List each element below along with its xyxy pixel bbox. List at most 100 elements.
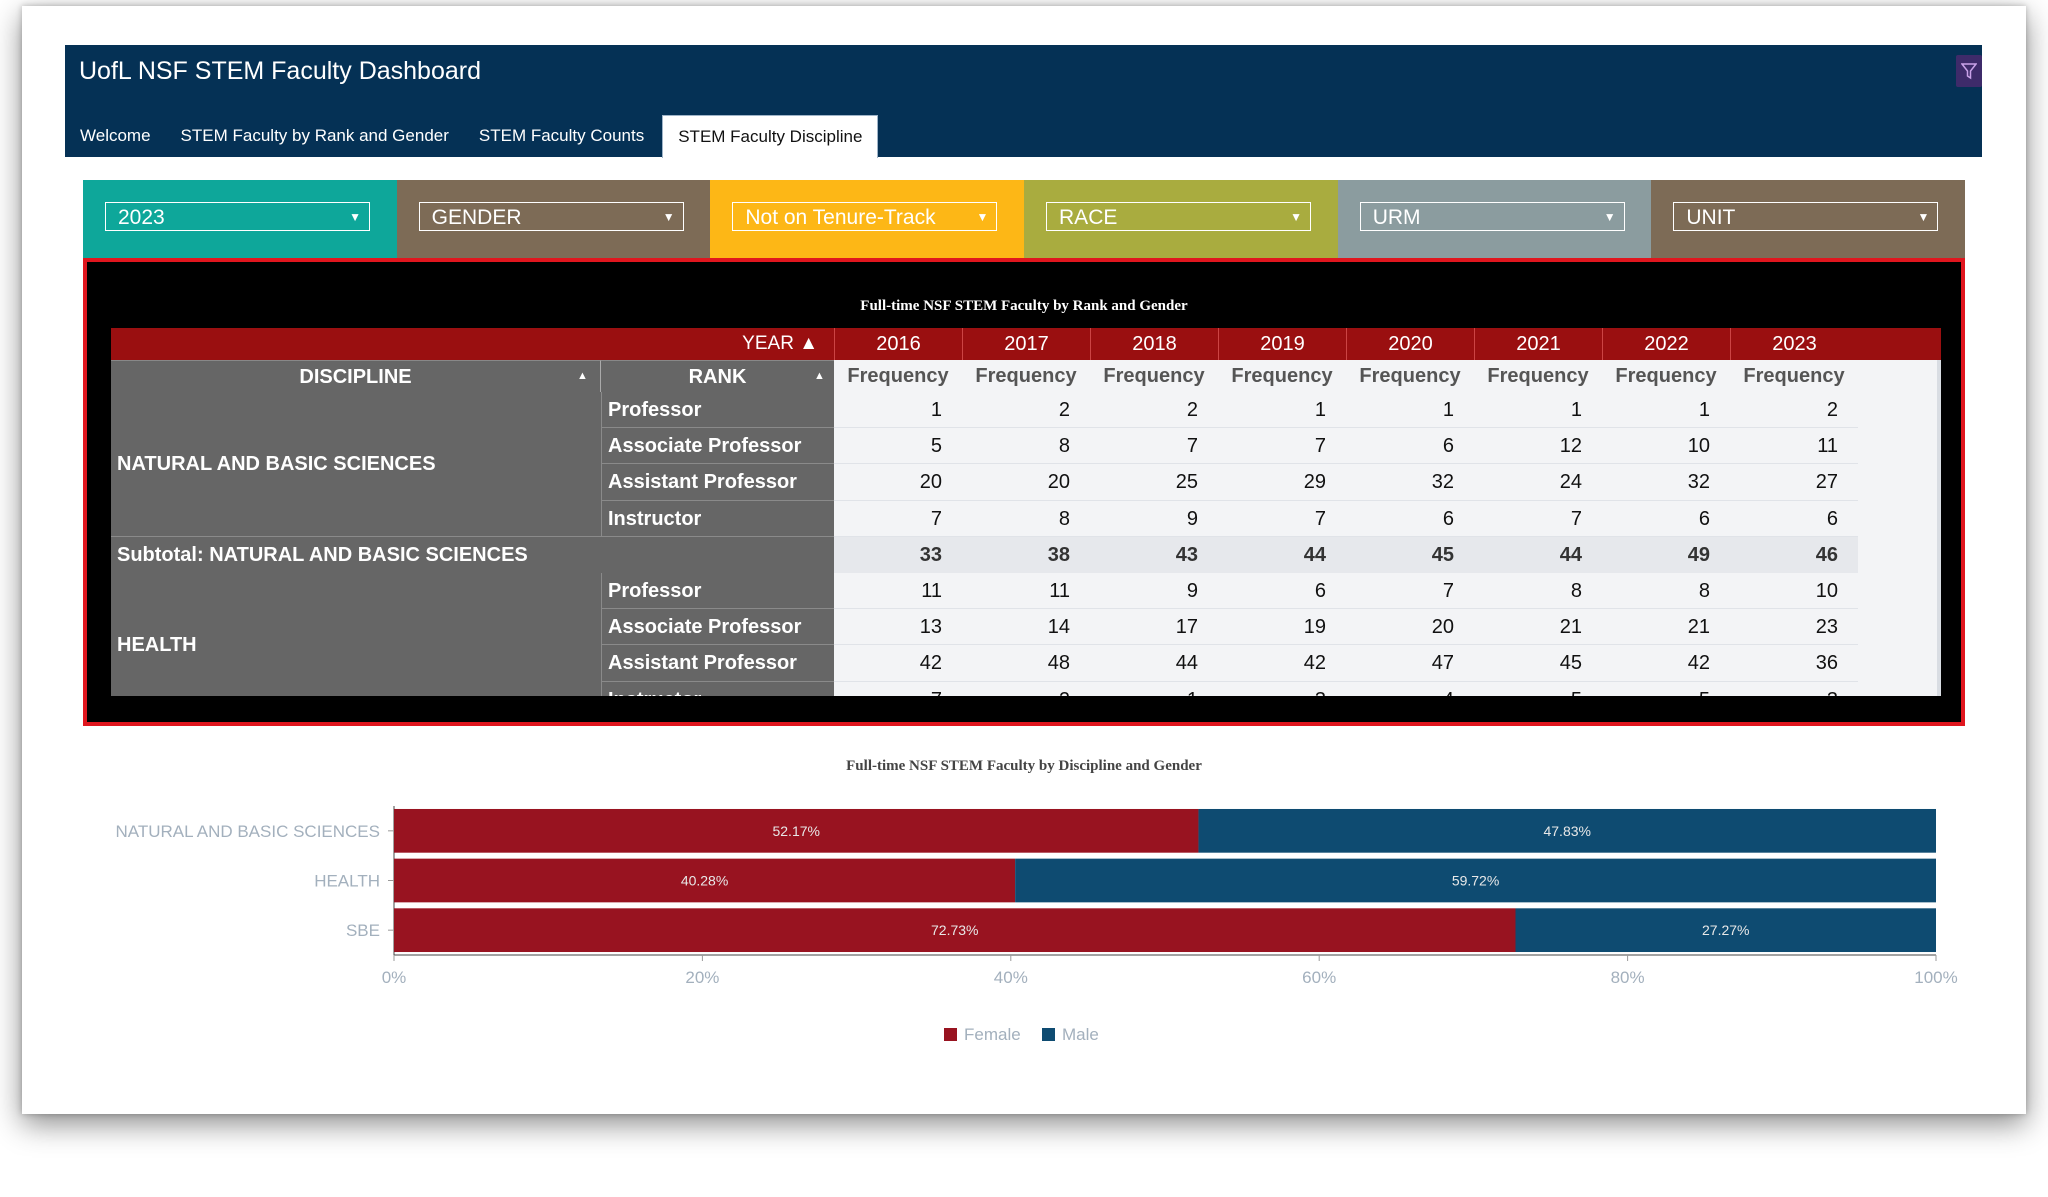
- frequency-cell: 9: [1090, 573, 1218, 610]
- subtotal-cell: 33: [834, 536, 962, 573]
- rank-cell: Associate Professor: [601, 428, 834, 465]
- unit-select[interactable]: UNIT ▼: [1673, 202, 1939, 231]
- frequency-cell: 36: [1730, 645, 1858, 682]
- frequency-cell: 2: [962, 392, 1090, 429]
- filter-bar: 2023 ▼ GENDER ▼ Not on Tenure-Track ▼ RACE ▼…: [83, 180, 1966, 258]
- filter-button[interactable]: [1956, 55, 1982, 87]
- rank-cell: Associate Professor: [601, 609, 834, 646]
- frequency-header: Frequency: [1359, 365, 1461, 387]
- discipline-header: DISCIPLINE: [111, 360, 601, 392]
- year-column-header: 2018: [1090, 328, 1218, 360]
- rank-cell: Professor: [601, 573, 834, 610]
- frequency-header: Frequency: [1487, 365, 1589, 387]
- urm-select[interactable]: URM ▼: [1359, 202, 1625, 231]
- tab-faculty-counts[interactable]: STEM Faculty Counts: [478, 126, 645, 145]
- frequency-cell: 42: [1218, 645, 1346, 682]
- frequency-cell: 1: [1602, 392, 1730, 429]
- frequency-cell: 2: [962, 682, 1090, 696]
- chart-title: Full-time NSF STEM Faculty by Discipline…: [846, 758, 1202, 774]
- frequency-cell: 19: [1218, 609, 1346, 646]
- frequency-cell: 1: [1090, 682, 1218, 696]
- year-column-header: 2023: [1730, 328, 1858, 360]
- frequency-cell: 17: [1090, 609, 1218, 646]
- frequency-cell: 2: [1090, 392, 1218, 429]
- frequency-cell: 47: [1346, 645, 1474, 682]
- frequency-cell: 32: [1602, 464, 1730, 501]
- subtotal-label: Subtotal: NATURAL AND BASIC SCIENCES: [111, 536, 834, 573]
- tab-welcome[interactable]: Welcome: [80, 126, 151, 145]
- sort-arrow-icon: ▲: [577, 370, 588, 382]
- dropdown-arrow-icon: ▼: [976, 210, 989, 224]
- frequency-cell: 5: [834, 428, 962, 465]
- gender-filter-cell: GENDER ▼: [396, 180, 711, 258]
- frequency-cell: 7: [1218, 428, 1346, 465]
- app-title: UofL NSF STEM Faculty Dashboard: [79, 57, 481, 85]
- pivot-panel: Full-time NSF STEM Faculty by Rank and G…: [83, 258, 1965, 726]
- frequency-cell: 6: [1730, 501, 1858, 537]
- tenure-filter-cell: Not on Tenure-Track ▼: [710, 180, 1025, 258]
- frequency-cell: 11: [962, 573, 1090, 610]
- race-select-value: RACE: [1059, 206, 1118, 229]
- frequency-cell: 2: [1730, 392, 1858, 429]
- frequency-cell: 10: [1730, 573, 1858, 610]
- frequency-cell: 23: [1730, 609, 1858, 646]
- frequency-cell: 12: [1474, 428, 1602, 465]
- tenure-select[interactable]: Not on Tenure-Track ▼: [732, 202, 998, 231]
- rank-cell: Instructor: [601, 681, 834, 696]
- frequency-cell: 8: [1474, 573, 1602, 610]
- race-filter-cell: RACE ▼: [1024, 180, 1338, 258]
- frequency-cell: 4: [1346, 682, 1474, 696]
- dropdown-arrow-icon: ▼: [1603, 210, 1616, 224]
- year-column-header: 2019: [1218, 328, 1346, 360]
- year-select[interactable]: 2023 ▼: [105, 202, 370, 231]
- pivot-title: Full-time NSF STEM Faculty by Rank and G…: [860, 298, 1188, 314]
- pivot-scrollbar[interactable]: [1937, 328, 1941, 696]
- frequency-cell: 6: [1346, 501, 1474, 537]
- frequency-cell: 6: [1602, 501, 1730, 537]
- frequency-cell: 1: [834, 392, 962, 429]
- year-label: YEAR ▲: [111, 328, 826, 360]
- frequency-header: Frequency: [1615, 365, 1717, 387]
- rank-cell: Professor: [601, 392, 834, 429]
- frequency-cell: 24: [1474, 464, 1602, 501]
- year-column-header: 2016: [834, 328, 962, 360]
- frequency-header: Frequency: [1743, 365, 1845, 387]
- frequency-cell: 29: [1218, 464, 1346, 501]
- sort-arrow-icon: ▲: [814, 370, 825, 382]
- frequency-cell: 11: [834, 573, 962, 610]
- frequency-cell: 9: [1090, 501, 1218, 537]
- rank-cell: Assistant Professor: [601, 464, 834, 501]
- subtotal-cell: 44: [1474, 536, 1602, 573]
- year-column-header: 2017: [962, 328, 1090, 360]
- frequency-cell: 8: [962, 428, 1090, 465]
- unit-select-value: UNIT: [1686, 206, 1736, 229]
- frequency-cell: 20: [962, 464, 1090, 501]
- subtotal-cell: 44: [1218, 536, 1346, 573]
- gender-select[interactable]: GENDER ▼: [418, 202, 684, 231]
- frequency-cell: 25: [1090, 464, 1218, 501]
- frequency-cell: 7: [1346, 573, 1474, 610]
- frequency-cell: 3: [1730, 682, 1858, 696]
- frequency-cell: 42: [834, 645, 962, 682]
- tab-rank-gender[interactable]: STEM Faculty by Rank and Gender: [180, 126, 449, 145]
- frequency-cell: 7: [1090, 428, 1218, 465]
- frequency-cell: 7: [834, 501, 962, 537]
- frequency-cell: 8: [962, 501, 1090, 537]
- unit-filter-cell: UNIT ▼: [1651, 180, 1966, 258]
- frequency-cell: 21: [1602, 609, 1730, 646]
- frequency-cell: 7: [1218, 501, 1346, 537]
- frequency-cell: 20: [834, 464, 962, 501]
- frequency-header: Frequency: [975, 365, 1077, 387]
- frequency-header: Frequency: [1103, 365, 1205, 387]
- tab-faculty-discipline[interactable]: STEM Faculty Discipline: [662, 115, 879, 158]
- urm-filter-cell: URM ▼: [1337, 180, 1652, 258]
- year-filter-cell: 2023 ▼: [83, 180, 397, 258]
- discipline-cell: NATURAL AND BASIC SCIENCES: [111, 392, 601, 537]
- year-select-value: 2023: [118, 206, 165, 229]
- race-select[interactable]: RACE ▼: [1046, 202, 1312, 231]
- frequency-cell: 7: [1474, 501, 1602, 537]
- subtotal-cell: 46: [1730, 536, 1858, 573]
- dropdown-arrow-icon: ▼: [349, 210, 361, 224]
- gender-select-value: GENDER: [431, 206, 522, 229]
- pivot-table[interactable]: YEAR ▲ 2016 2017 2018 2019 2020 2021 2022 2023 DI…: [111, 328, 1941, 696]
